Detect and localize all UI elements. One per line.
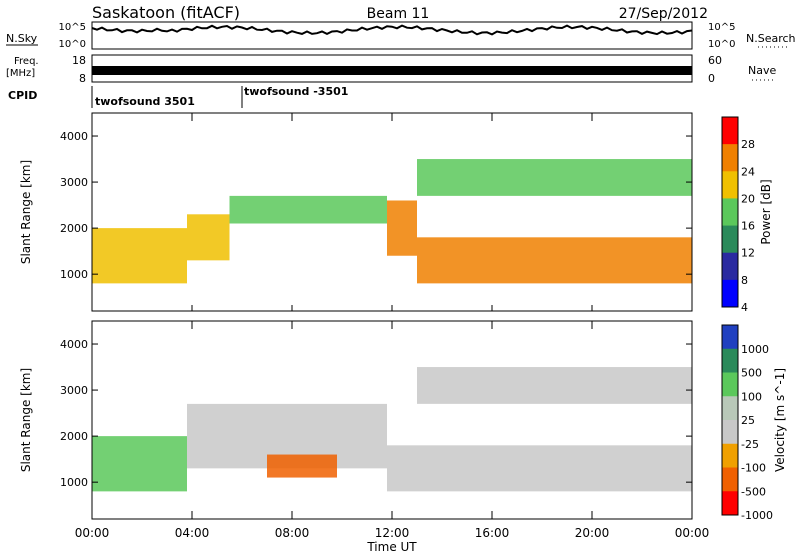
- colorbar-swatch: [722, 325, 738, 350]
- colorbar-swatch: [722, 443, 738, 468]
- freq-unit: [MHz]: [6, 68, 35, 79]
- colorbar-swatch: [722, 252, 738, 281]
- echo-region-4: [417, 237, 692, 284]
- nave-bottom-tick: 0: [708, 72, 715, 85]
- echo-region-5: [417, 159, 692, 196]
- echo-region-3: [387, 200, 417, 256]
- date-label: 27/Sep/2012: [619, 6, 708, 22]
- colorbar-tick-label: 500: [741, 367, 762, 380]
- power-colorbar-label: Power [dB]: [759, 179, 773, 244]
- colorbar-tick-label: 1000: [741, 343, 769, 356]
- station-title: Saskatoon (fitACF): [92, 3, 240, 22]
- echo-region-2: [229, 195, 387, 224]
- power-heatmap: [92, 159, 692, 284]
- nsearch-top-tick: 10^5: [708, 22, 735, 33]
- noise-trace: [91, 24, 693, 36]
- cpid-label: CPID: [8, 89, 37, 102]
- cpid-mode-2: twofsound -3501: [244, 85, 348, 98]
- colorbar-tick-label: -500: [741, 485, 766, 498]
- colorbar-tick-label: 24: [741, 165, 755, 178]
- x-tick-label: 04:00: [175, 526, 210, 540]
- colorbar-frame: [721, 116, 739, 308]
- y-tick-label: 2000: [60, 222, 88, 235]
- colorbar-tick-label: -25: [741, 438, 759, 451]
- nsky-top-tick: 10^5: [59, 22, 86, 33]
- power-ylabel: Slant Range [km]: [19, 160, 33, 264]
- colorbar-tick-label: 20: [741, 192, 755, 205]
- noise-strip-frame: [91, 21, 693, 50]
- time-axis: 00:00 04:00 08:00 12:00 16:00 20:00 00:00: [75, 113, 710, 540]
- colorbar-swatch: [722, 171, 738, 199]
- x-tick-label: 12:00: [375, 526, 410, 540]
- colorbar-swatch: [722, 279, 738, 308]
- colorbar-tick-label: 28: [741, 138, 755, 151]
- y-tick-label: 1000: [60, 268, 88, 281]
- echo-region-0: [92, 436, 187, 492]
- colorbar-swatch: [722, 225, 738, 254]
- velocity-colorbar: 1000 500 100 25 -25 -100 -500 -1000: [721, 324, 773, 522]
- colorbar-swatch: [722, 117, 738, 145]
- freq-bottom-tick: 8: [79, 72, 86, 85]
- time-axis-label: Time UT: [366, 540, 417, 554]
- colorbar-frame: [721, 324, 739, 516]
- nave-label: Nave: [748, 64, 776, 77]
- colorbar-swatch: [722, 144, 738, 172]
- x-tick-label: 08:00: [275, 526, 310, 540]
- nsky-bottom-tick: 10^0: [59, 39, 86, 50]
- colorbar-tick-label: -100: [741, 462, 766, 475]
- colorbar-swatch: [722, 348, 738, 373]
- velocity-colorbar-label: Velocity [m s^-1]: [773, 368, 787, 472]
- power-colorbar: 28 24 20 16 12 8 4: [721, 116, 755, 314]
- x-tick-label: 20:00: [575, 526, 610, 540]
- colorbar-swatch: [722, 467, 738, 492]
- x-tick-label: 00:00: [75, 526, 110, 540]
- x-tick-label: 00:00: [675, 526, 710, 540]
- velocity-ylabel: Slant Range [km]: [19, 368, 33, 472]
- colorbar-swatch: [722, 396, 738, 421]
- echo-region-2: [267, 454, 337, 478]
- colorbar-swatch: [722, 420, 738, 445]
- echo-region-4: [417, 367, 692, 404]
- colorbar-tick-label: 8: [741, 274, 748, 287]
- cpid-mode-1: twofsound 3501: [95, 95, 195, 108]
- freq-top-tick: 18: [72, 54, 86, 67]
- beam-label: Beam 11: [367, 6, 430, 22]
- y-tick-label: 2000: [60, 430, 88, 443]
- y-tick-label: 4000: [60, 338, 88, 351]
- y-tick-label: 1000: [60, 476, 88, 489]
- colorbar-swatch: [722, 372, 738, 397]
- colorbar-tick-label: 16: [741, 220, 755, 233]
- y-tick-label: 3000: [60, 176, 88, 189]
- freq-label: Freq.: [14, 56, 39, 67]
- velocity-heatmap: [92, 367, 692, 492]
- colorbar-swatch: [722, 198, 738, 227]
- freq-nave-band: [92, 66, 692, 75]
- nsearch-bottom-tick: 10^0: [708, 39, 735, 50]
- colorbar-swatch: [722, 491, 738, 516]
- echo-region-3: [387, 445, 692, 492]
- colorbar-tick-label: 25: [741, 414, 755, 427]
- nsky-label: N.Sky: [6, 32, 38, 45]
- colorbar-tick-label: 4: [741, 301, 748, 314]
- velocity-y-axis: 1000 2000 3000 4000: [60, 338, 692, 489]
- colorbar-tick-label: -1000: [741, 509, 773, 522]
- nsearch-label: N.Search: [746, 32, 796, 45]
- y-tick-label: 3000: [60, 384, 88, 397]
- power-y-axis: 1000 2000 3000 4000: [60, 130, 692, 281]
- x-tick-label: 16:00: [475, 526, 510, 540]
- echo-region-1: [187, 214, 230, 261]
- y-tick-label: 4000: [60, 130, 88, 143]
- nave-top-tick: 60: [708, 54, 722, 67]
- colorbar-tick-label: 12: [741, 247, 755, 260]
- colorbar-tick-label: 100: [741, 390, 762, 403]
- echo-region-0: [92, 228, 187, 284]
